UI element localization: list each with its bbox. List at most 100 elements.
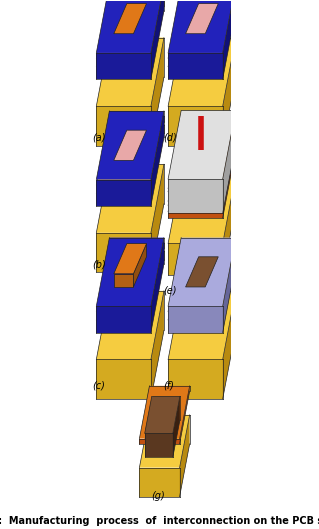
Polygon shape xyxy=(223,175,236,275)
Polygon shape xyxy=(96,0,164,67)
Polygon shape xyxy=(223,0,236,63)
Polygon shape xyxy=(151,251,164,329)
Polygon shape xyxy=(168,175,236,243)
Polygon shape xyxy=(151,0,164,75)
Polygon shape xyxy=(223,133,236,211)
Polygon shape xyxy=(168,133,236,201)
Text: (e): (e) xyxy=(163,286,177,296)
Polygon shape xyxy=(96,58,151,63)
Polygon shape xyxy=(96,185,151,190)
Text: Figure  4:  Manufacturing  process  of  interconnection on the PCB substrate: Figure 4: Manufacturing process of inter… xyxy=(0,516,319,526)
Polygon shape xyxy=(168,306,223,333)
Polygon shape xyxy=(96,320,151,329)
Polygon shape xyxy=(168,106,223,146)
Polygon shape xyxy=(168,212,223,218)
Polygon shape xyxy=(151,111,164,206)
Polygon shape xyxy=(223,38,236,146)
Polygon shape xyxy=(151,243,164,317)
Polygon shape xyxy=(223,238,236,333)
Polygon shape xyxy=(133,244,146,287)
Polygon shape xyxy=(96,53,151,79)
Polygon shape xyxy=(96,238,164,306)
Polygon shape xyxy=(96,179,151,206)
Polygon shape xyxy=(96,38,164,106)
Polygon shape xyxy=(168,243,223,275)
Polygon shape xyxy=(96,106,151,146)
Polygon shape xyxy=(96,67,151,75)
Polygon shape xyxy=(168,205,223,209)
Polygon shape xyxy=(139,415,190,468)
Polygon shape xyxy=(96,291,164,360)
Polygon shape xyxy=(180,415,190,497)
Polygon shape xyxy=(168,0,236,67)
Polygon shape xyxy=(168,312,223,317)
Polygon shape xyxy=(168,53,223,79)
Text: (b): (b) xyxy=(92,259,106,269)
Polygon shape xyxy=(96,116,164,185)
Polygon shape xyxy=(168,188,223,198)
Polygon shape xyxy=(223,137,236,209)
Text: (g): (g) xyxy=(151,491,165,501)
Polygon shape xyxy=(96,251,164,320)
Polygon shape xyxy=(168,320,223,329)
Text: (c): (c) xyxy=(92,380,105,390)
Polygon shape xyxy=(180,386,190,444)
Polygon shape xyxy=(151,164,164,272)
Polygon shape xyxy=(168,111,236,179)
Polygon shape xyxy=(96,193,151,202)
Polygon shape xyxy=(168,0,236,58)
Polygon shape xyxy=(168,58,223,63)
Polygon shape xyxy=(168,123,236,191)
Polygon shape xyxy=(223,291,236,399)
Polygon shape xyxy=(96,233,151,272)
Polygon shape xyxy=(96,306,151,333)
Polygon shape xyxy=(114,130,146,160)
Text: (f): (f) xyxy=(163,380,174,390)
Polygon shape xyxy=(223,120,236,198)
Polygon shape xyxy=(151,0,164,79)
Polygon shape xyxy=(151,38,164,146)
Polygon shape xyxy=(173,396,180,457)
Polygon shape xyxy=(186,257,218,287)
Polygon shape xyxy=(96,243,164,312)
Polygon shape xyxy=(168,201,223,211)
Polygon shape xyxy=(96,360,151,399)
Polygon shape xyxy=(168,137,236,205)
Polygon shape xyxy=(139,468,180,497)
Polygon shape xyxy=(151,0,164,63)
Polygon shape xyxy=(145,396,180,433)
Polygon shape xyxy=(151,125,164,202)
Polygon shape xyxy=(96,164,164,233)
Polygon shape xyxy=(151,238,164,333)
Polygon shape xyxy=(139,386,190,439)
Polygon shape xyxy=(168,243,236,312)
Polygon shape xyxy=(151,291,164,399)
Polygon shape xyxy=(96,0,164,58)
Polygon shape xyxy=(168,251,236,320)
Polygon shape xyxy=(168,360,223,399)
Polygon shape xyxy=(139,439,180,444)
Polygon shape xyxy=(168,120,236,188)
Polygon shape xyxy=(168,191,223,195)
Polygon shape xyxy=(168,67,223,75)
Polygon shape xyxy=(168,143,236,212)
Text: (d): (d) xyxy=(163,132,177,142)
Polygon shape xyxy=(223,0,236,79)
Polygon shape xyxy=(145,433,173,457)
Polygon shape xyxy=(168,179,223,213)
Polygon shape xyxy=(223,251,236,329)
Polygon shape xyxy=(96,111,164,179)
Polygon shape xyxy=(223,0,236,75)
Polygon shape xyxy=(223,243,236,317)
Polygon shape xyxy=(96,0,164,53)
Polygon shape xyxy=(96,312,151,317)
Polygon shape xyxy=(223,123,236,195)
Polygon shape xyxy=(223,111,236,213)
Text: (a): (a) xyxy=(92,132,106,142)
Polygon shape xyxy=(114,4,146,34)
Polygon shape xyxy=(96,125,164,193)
Polygon shape xyxy=(168,38,236,106)
Polygon shape xyxy=(151,116,164,190)
Polygon shape xyxy=(168,0,236,53)
Polygon shape xyxy=(168,238,236,306)
